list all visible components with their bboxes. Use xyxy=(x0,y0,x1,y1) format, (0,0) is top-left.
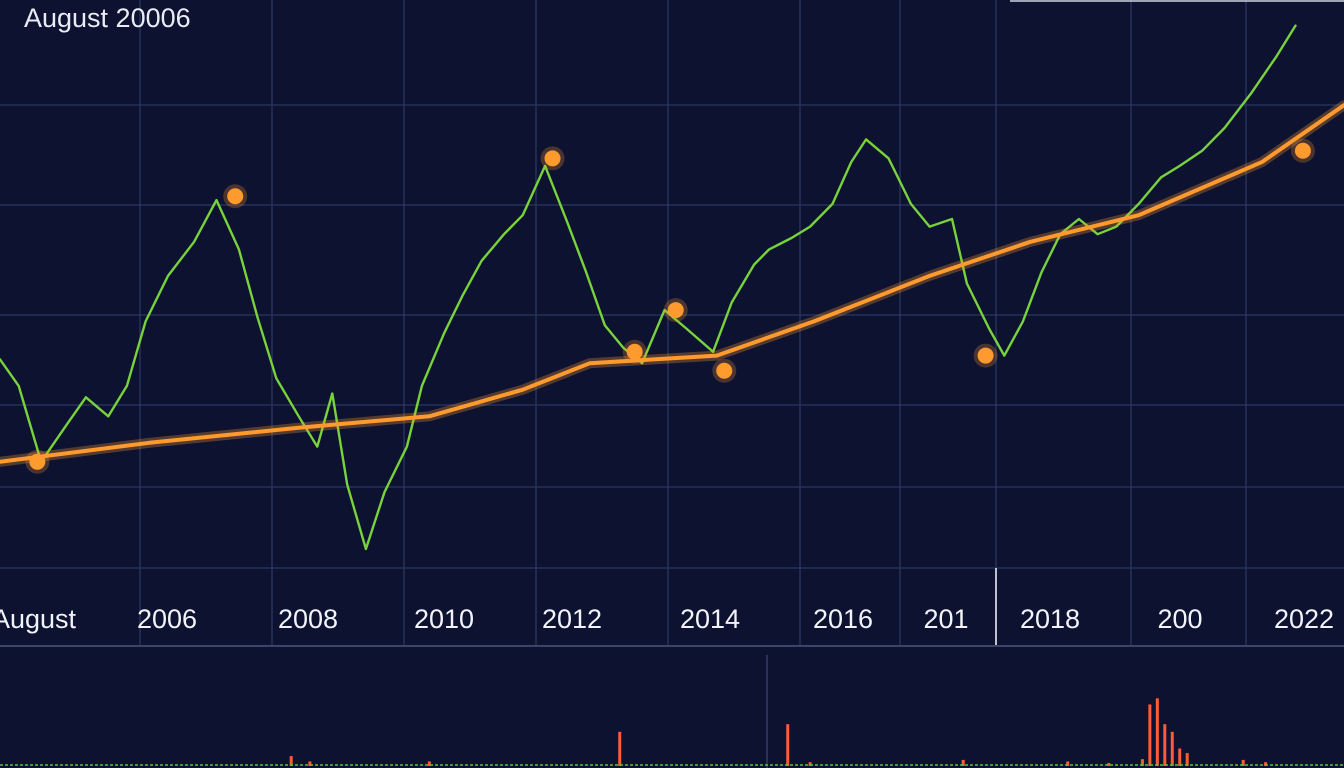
highlight-point xyxy=(227,188,244,205)
trend-line xyxy=(0,103,1344,464)
x-tick-label: 2018 xyxy=(1020,604,1080,634)
x-tick-label: 2010 xyxy=(414,604,474,634)
highlight-point xyxy=(667,302,684,319)
x-tick-label: 2012 xyxy=(542,604,602,634)
highlight-point xyxy=(716,362,733,379)
volume-bar xyxy=(427,761,431,766)
highlight-point xyxy=(29,453,46,470)
x-tick-label: 2006 xyxy=(137,604,197,634)
volume-bar xyxy=(1178,748,1182,766)
chart-title: August 20006 xyxy=(24,3,191,33)
highlight-point xyxy=(1294,142,1311,159)
trend-line-glow xyxy=(0,100,1344,467)
volume-bar xyxy=(786,724,790,766)
volume-bar xyxy=(1264,762,1268,766)
x-axis-ticks: August 2006 2008 2010 2012 2014 2016 201 2018 200… xyxy=(0,604,1334,634)
volume-bar xyxy=(618,731,622,766)
volume-bar xyxy=(1163,724,1167,766)
x-tick-label: 201 xyxy=(923,604,968,634)
volume-bar xyxy=(1170,731,1174,766)
volume-bar xyxy=(1185,753,1189,766)
volume-bar xyxy=(289,756,293,766)
volume-bar xyxy=(1148,704,1152,766)
volume-bar xyxy=(961,759,965,766)
volume-bar xyxy=(308,761,312,766)
volume-bar xyxy=(1155,698,1159,766)
volume-bar xyxy=(1107,762,1111,766)
highlight-point xyxy=(626,343,643,360)
highlight-point xyxy=(544,150,561,167)
x-tick-label: 2022 xyxy=(1274,604,1334,634)
volume-bars xyxy=(0,698,1344,766)
price-series xyxy=(0,24,1344,551)
volume-bar xyxy=(1241,759,1245,766)
x-tick-label: 200 xyxy=(1157,604,1202,634)
x-tick-label: 2016 xyxy=(813,604,873,634)
highlight-point xyxy=(977,347,994,364)
volume-bar xyxy=(1140,759,1144,766)
volume-bar xyxy=(808,762,812,766)
price-line xyxy=(0,24,1297,551)
x-tick-label: 2008 xyxy=(278,604,338,634)
highlighted-points xyxy=(25,138,1315,474)
x-tick-label: August xyxy=(0,604,77,634)
x-tick-label: 2014 xyxy=(680,604,740,634)
volume-bar xyxy=(1066,761,1070,766)
